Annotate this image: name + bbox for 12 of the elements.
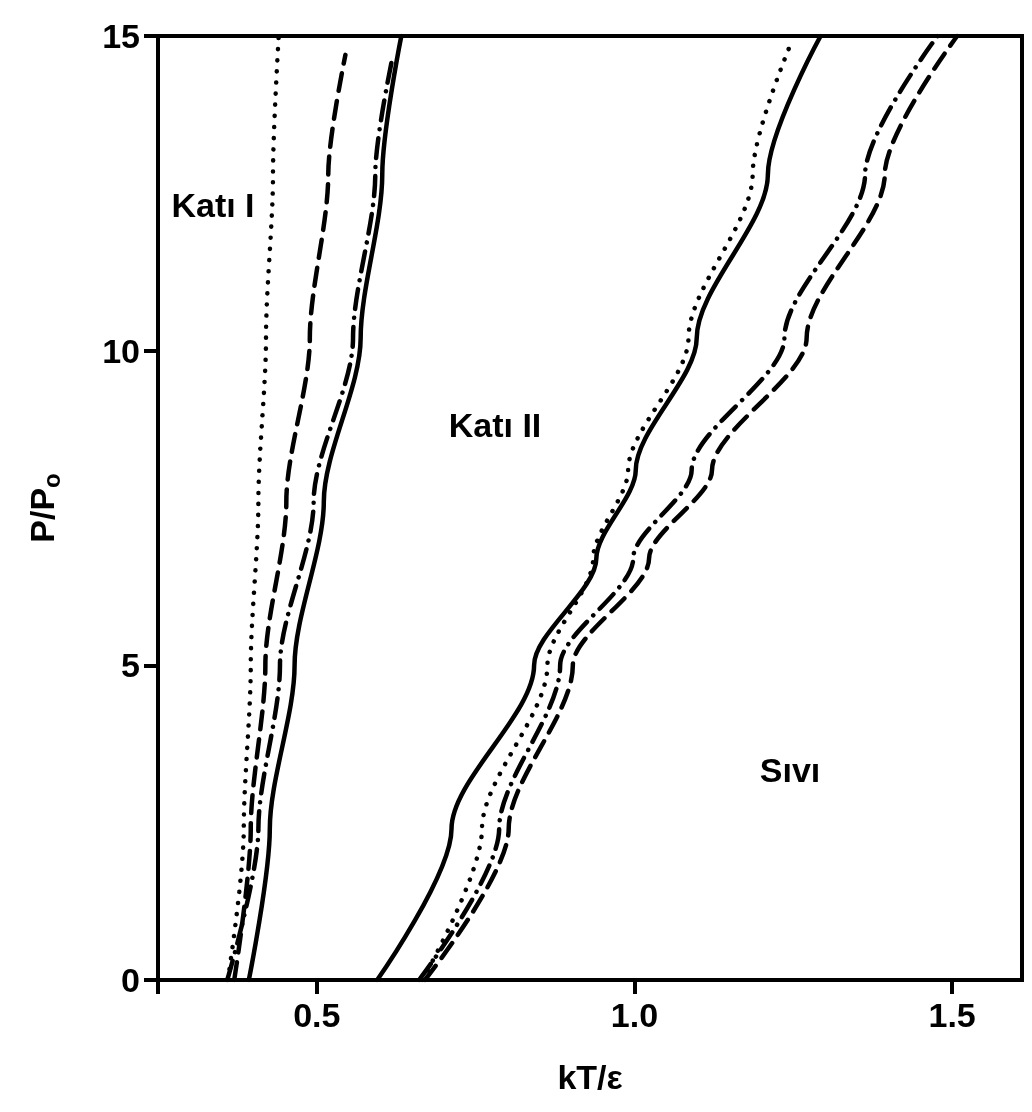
y-tick-label: 15: [102, 17, 140, 55]
x-tick-label: 1.5: [928, 996, 976, 1034]
x-axis-title: kT/ε: [557, 1058, 623, 1096]
annotation: Katı I: [171, 186, 255, 224]
x-tick-label: 0.5: [293, 996, 341, 1034]
y-tick-label: 5: [121, 646, 140, 685]
y-tick-label: 0: [121, 961, 140, 999]
annotation: Katı II: [448, 406, 542, 444]
y-axis-title: P/Po: [23, 473, 65, 543]
y-tick-label: 10: [102, 331, 140, 370]
x-tick-label: 1.0: [610, 996, 659, 1034]
annotation: Sıvı: [759, 751, 821, 789]
